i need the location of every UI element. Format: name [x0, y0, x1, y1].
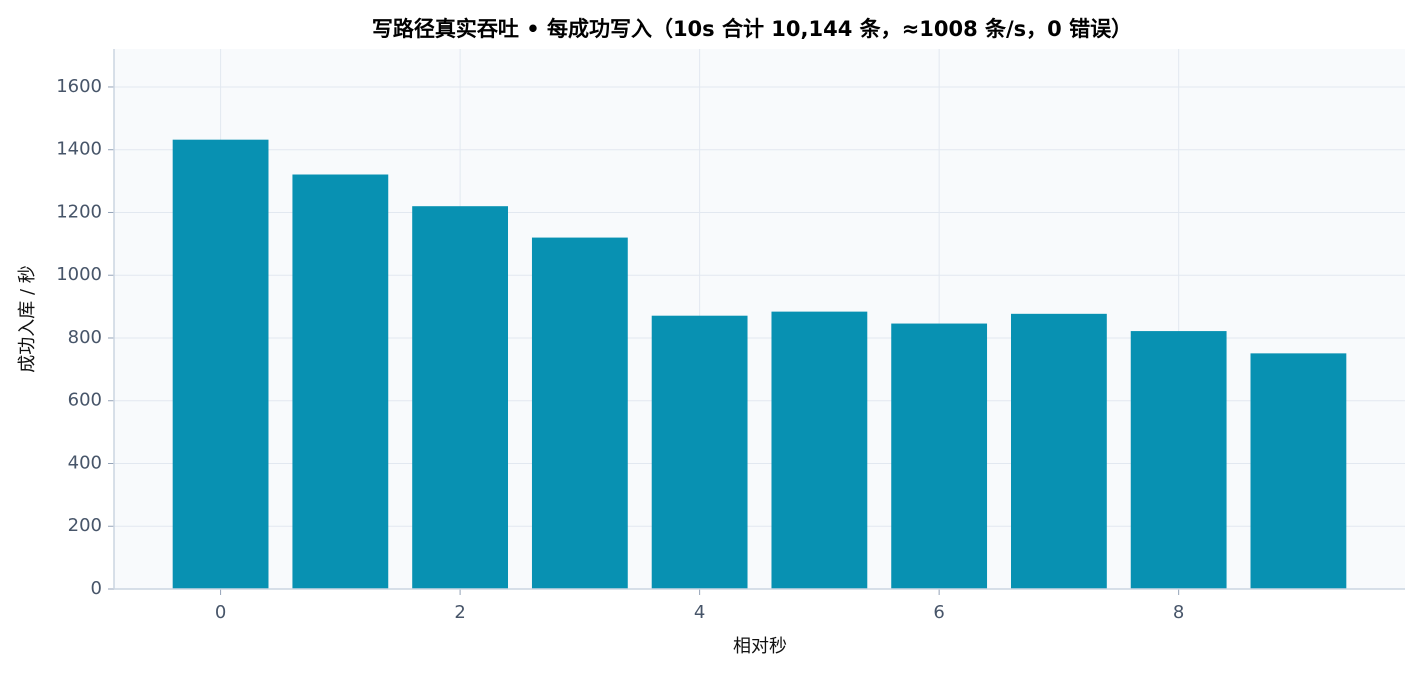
y-axis-label: 成功入库 / 秒 — [17, 265, 38, 373]
y-tick-label: 600 — [68, 390, 102, 411]
bar — [412, 206, 509, 589]
y-tick-label: 1600 — [56, 76, 102, 97]
x-tick-label: 8 — [1173, 602, 1184, 623]
bar — [531, 237, 628, 589]
x-axis-label: 相对秒 — [733, 636, 787, 657]
bar — [292, 174, 389, 589]
bar — [1130, 331, 1227, 589]
y-tick-label: 400 — [68, 452, 102, 473]
x-tick-label: 6 — [933, 602, 944, 623]
y-tick-label: 800 — [68, 327, 102, 348]
chart-title: 写路径真实吞吐 • 每成功写入（10s 合计 10,144 条，≈1008 条/… — [372, 17, 1132, 41]
x-tick-label: 0 — [215, 602, 226, 623]
y-tick-label: 0 — [91, 578, 102, 599]
bar — [1010, 313, 1107, 589]
bar — [891, 323, 988, 589]
y-tick-label: 200 — [68, 515, 102, 536]
bar — [1250, 353, 1347, 589]
y-tick-label: 1000 — [56, 264, 102, 285]
y-tick-label: 1400 — [56, 139, 102, 160]
bar — [651, 315, 748, 589]
x-tick-label: 2 — [454, 602, 465, 623]
x-tick-label: 4 — [694, 602, 705, 623]
bar — [771, 311, 868, 589]
bar — [172, 139, 269, 589]
y-tick-label: 1200 — [56, 201, 102, 222]
